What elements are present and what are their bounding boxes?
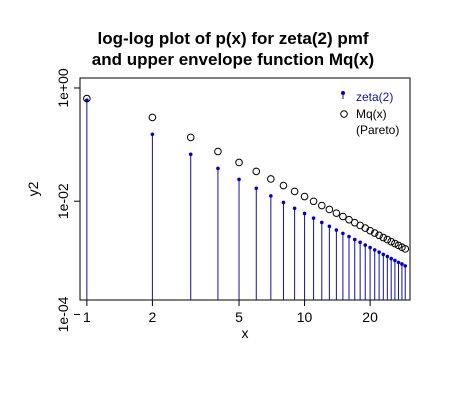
zeta-point — [358, 240, 362, 245]
zeta-point — [396, 260, 401, 265]
chart-title-line-1: log-log plot of p(x) for zeta(2) pmf — [97, 29, 368, 48]
zeta-point — [281, 200, 286, 205]
mq-point — [383, 235, 392, 244]
mq-point — [309, 197, 318, 206]
y-axis-label: y2 — [25, 181, 41, 196]
zeta-point — [381, 252, 386, 257]
mq-point — [370, 229, 379, 237]
zeta-point — [188, 152, 193, 157]
legend: zeta(2) Mq(x) (Pareto) — [340, 90, 399, 137]
zeta-point — [254, 186, 259, 191]
zeta-point — [393, 258, 397, 263]
zeta-point — [377, 250, 381, 254]
x-tick-label: 2 — [148, 309, 156, 325]
mq-point — [332, 209, 341, 217]
zeta-point — [403, 264, 408, 268]
mq-point — [214, 147, 222, 156]
x-tick-label: 20 — [362, 309, 378, 325]
mq-point — [290, 187, 299, 196]
mq-point — [318, 201, 326, 210]
zeta-point — [341, 231, 345, 236]
y-axis: 1e-04 1e-02 1e+00 — [55, 68, 80, 332]
mq-point — [235, 158, 243, 167]
plot-frame — [79, 77, 411, 301]
legend-mq-marker — [340, 110, 348, 118]
zeta-point — [347, 234, 351, 239]
zeta-point — [327, 224, 332, 229]
zeta-point — [216, 166, 220, 171]
mq-point — [379, 233, 388, 242]
mq-point — [345, 215, 353, 224]
series-layer — [83, 94, 410, 300]
mq-point — [387, 237, 395, 246]
x-tick-label: 5 — [235, 309, 243, 325]
mq-point — [267, 175, 275, 183]
mq-point — [148, 113, 157, 122]
zeta-point — [237, 177, 241, 182]
mq-point — [279, 181, 288, 190]
zeta-point — [85, 98, 89, 103]
zeta-point — [368, 245, 372, 250]
zeta-point — [269, 194, 273, 198]
zeta-point — [292, 206, 297, 211]
chart-title-line-2: and upper envelope function Mq(x) — [92, 50, 374, 69]
legend-mq-label: Mq(x) — [356, 107, 387, 121]
zeta-point — [311, 216, 316, 220]
legend-zeta-marker — [341, 91, 345, 95]
mq-point — [186, 133, 195, 142]
zeta-point — [400, 262, 404, 266]
zeta-point — [302, 211, 307, 216]
legend-mq-label-line2: (Pareto) — [356, 123, 399, 137]
zeta-point — [150, 132, 155, 137]
mq-point — [325, 205, 334, 214]
mq-point — [83, 94, 91, 103]
mq-point — [366, 226, 374, 235]
zeta-point — [320, 220, 324, 225]
x-tick-label: 10 — [297, 309, 313, 325]
y-tick-label: 1e+00 — [55, 68, 71, 108]
zeta-point — [372, 248, 377, 252]
y-tick-label: 1e-04 — [55, 296, 71, 332]
mq-point — [391, 239, 399, 248]
zeta-point — [352, 237, 357, 242]
mq-point — [401, 245, 410, 253]
zeta-point — [334, 228, 339, 232]
mq-point — [252, 167, 261, 176]
x-tick-label: 1 — [83, 309, 91, 325]
x-axis: 1 2 5 10 20 — [83, 300, 378, 325]
mq-point — [300, 192, 309, 201]
legend-zeta-label: zeta(2) — [356, 90, 393, 104]
zeta-point — [385, 254, 390, 259]
mq-point — [375, 231, 383, 240]
zeta-point — [389, 256, 393, 261]
zeta-point — [363, 243, 368, 247]
x-axis-label: x — [242, 325, 249, 341]
mq-point — [339, 212, 347, 221]
y-tick-label: 1e-02 — [55, 183, 71, 219]
